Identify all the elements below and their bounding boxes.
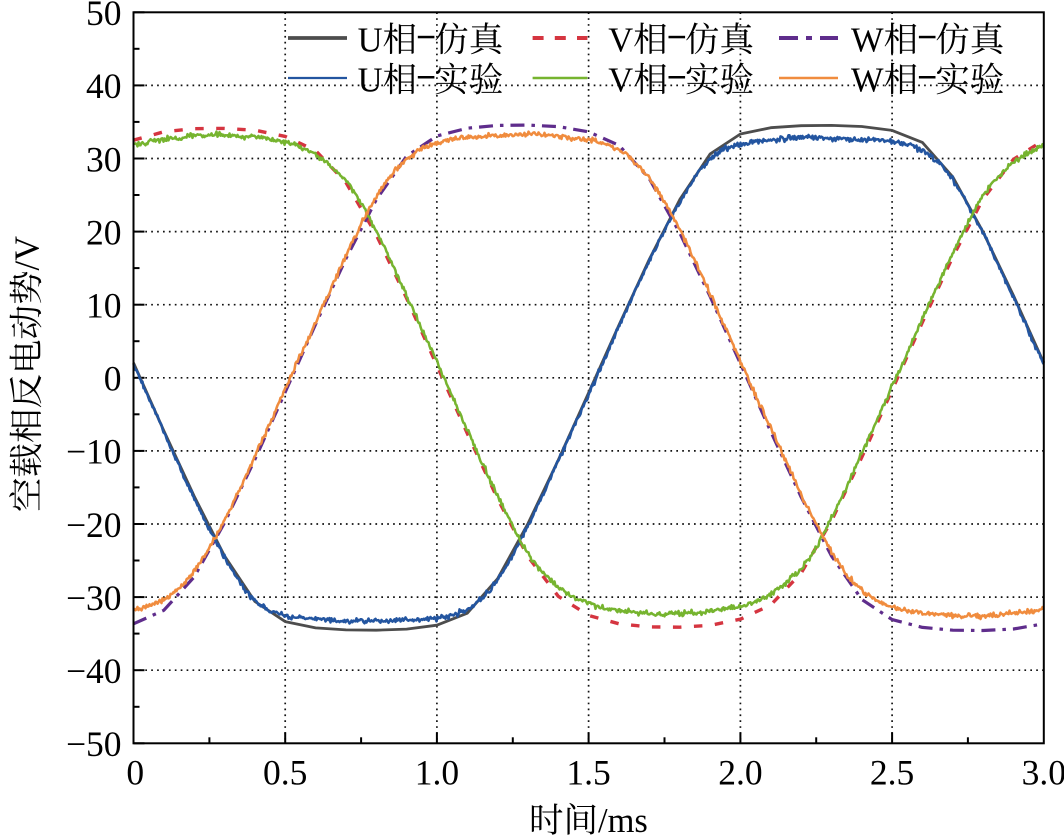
svg-text:20: 20 (86, 212, 122, 252)
svg-text:3.0: 3.0 (1022, 752, 1064, 792)
svg-text:0: 0 (104, 359, 122, 399)
svg-text:U: U (358, 21, 383, 59)
svg-text:W: W (851, 62, 884, 100)
svg-text:/V: /V (9, 236, 47, 271)
svg-text:V: V (608, 62, 633, 100)
svg-text:0: 0 (126, 752, 144, 792)
svg-text:0.5: 0.5 (263, 752, 307, 792)
svg-text:30: 30 (86, 139, 122, 179)
svg-text:U: U (358, 62, 383, 100)
svg-text:−30: −30 (66, 578, 122, 618)
svg-text:1.5: 1.5 (566, 752, 610, 792)
svg-text:1.0: 1.0 (415, 752, 459, 792)
svg-text:2.0: 2.0 (718, 752, 762, 792)
svg-text:40: 40 (86, 66, 122, 106)
svg-text:−40: −40 (66, 651, 122, 691)
svg-text:−50: −50 (66, 724, 122, 764)
svg-text:W: W (851, 21, 884, 59)
svg-text:V: V (608, 21, 633, 59)
svg-text:−10: −10 (66, 432, 122, 472)
svg-text:−20: −20 (66, 505, 122, 545)
svg-text:2.5: 2.5 (870, 752, 914, 792)
svg-text:50: 50 (86, 0, 122, 33)
svg-text:/ms: /ms (598, 802, 648, 840)
svg-text:10: 10 (86, 286, 122, 326)
